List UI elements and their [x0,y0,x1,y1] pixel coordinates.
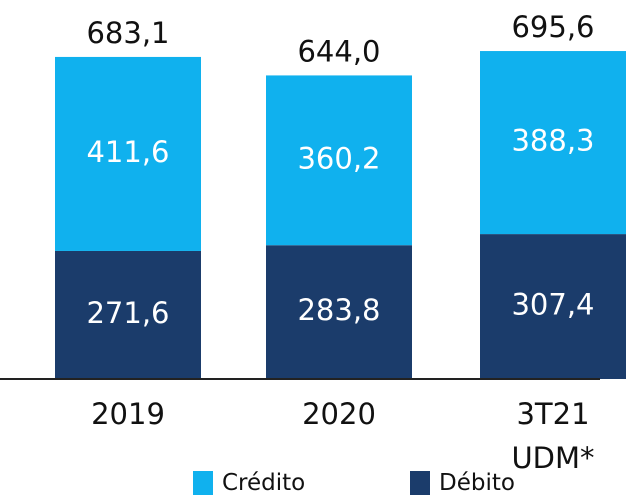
bar-segment [55,56,201,251]
bar-segment [480,51,626,235]
legend-swatch [410,471,430,495]
bar-segment [266,245,412,379]
value-label: 307,4 [511,288,594,322]
total-label: 695,6 [511,10,594,44]
x-tick-label: 3T21 UDM* [511,397,595,475]
total-label: 683,1 [86,16,169,50]
bar-segment [266,75,412,246]
x-tick-label: 2019 [91,397,165,431]
bar-segment [55,250,201,379]
value-label: 411,6 [86,135,169,169]
legend-item: Débito [410,470,515,496]
value-label: 271,6 [86,296,169,330]
bar-segment [480,234,626,379]
legend-label: Débito [439,470,515,496]
x-tick-label: 2020 [302,397,376,431]
value-label: 360,2 [297,141,380,175]
legend-swatch [193,471,213,495]
legend-label: Crédito [222,470,306,496]
total-label: 644,0 [297,34,380,68]
value-label: 388,3 [511,124,594,158]
legend-item: Crédito [193,470,305,496]
value-label: 283,8 [297,293,380,327]
